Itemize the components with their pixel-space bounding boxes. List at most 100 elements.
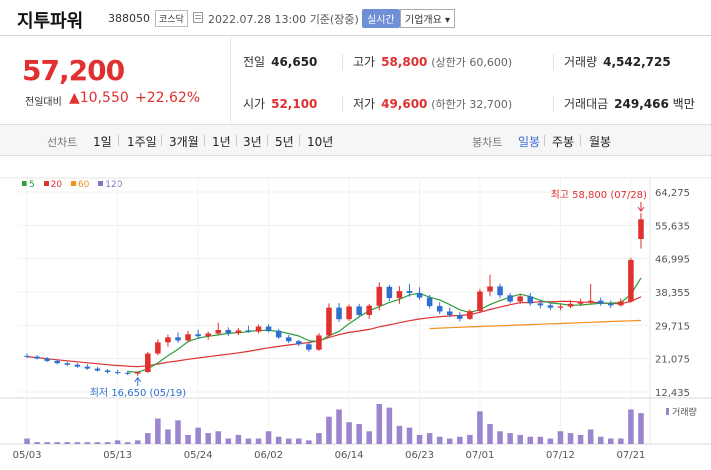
volume-bar (195, 427, 201, 444)
legend-label: 5 (29, 180, 35, 190)
y-tick-label: 46,995 (655, 255, 690, 266)
period-5y[interactable]: 5년 (275, 135, 294, 149)
candle-body (104, 370, 111, 373)
low-arrow-icon (134, 376, 142, 386)
divider (553, 96, 554, 112)
candle-body (527, 296, 534, 304)
volume-bar (296, 438, 302, 444)
volume-bar (426, 433, 433, 444)
candle-daily[interactable]: 일봉 (518, 135, 541, 149)
company-info-button[interactable]: 기업개요 ▾ (400, 9, 455, 28)
candle-body (265, 326, 272, 331)
candle-weekly[interactable]: 주봉 (552, 135, 575, 149)
volume-bar (265, 431, 272, 444)
volume-bar (567, 433, 574, 444)
candle-body (396, 291, 403, 298)
period-1d[interactable]: 1일 (93, 135, 112, 149)
stat-sub: (하한가 32,700) (431, 98, 513, 111)
volume-bar (145, 433, 151, 444)
period-1w[interactable]: 1주일 (127, 135, 157, 149)
candle-body (567, 303, 574, 307)
candlestick-chart[interactable]: 64,275 55,635 46,995 38,355 29,715 21,075 12,4… (0, 157, 711, 470)
candle-body (346, 306, 352, 320)
stat-label: 거래대금 (564, 97, 609, 111)
candle-body (406, 291, 413, 293)
period-1y[interactable]: 1년 (212, 135, 231, 149)
volume-bar (507, 433, 513, 444)
volume-bar (336, 409, 342, 444)
y-tick-label: 21,075 (655, 355, 690, 366)
candle-body (557, 306, 564, 308)
candle-body (537, 303, 544, 306)
market-badge: 코스닥 (155, 10, 188, 27)
volume-bar (527, 436, 534, 444)
volume-bar (366, 431, 372, 444)
candle-body (175, 337, 181, 341)
high-arrow-icon (637, 202, 645, 212)
legend-ma60: 60 (70, 180, 89, 190)
candle-body (74, 364, 81, 367)
volume-bar (175, 420, 181, 444)
period-10y[interactable]: 10년 (307, 135, 334, 149)
volume-bar (547, 438, 554, 444)
legend-label: 120 (105, 180, 123, 190)
calendar-icon (193, 12, 203, 23)
period-3y[interactable]: 3년 (243, 135, 262, 149)
volume-bar (537, 436, 544, 444)
stat-high: 고가 58,800 (상한가 60,600) (353, 53, 512, 70)
chart-legend: 5 20 60 120 (22, 180, 128, 190)
volume-bar (155, 418, 161, 444)
stat-value: 52,100 (271, 97, 318, 111)
candle-body (618, 301, 624, 306)
period-3m[interactable]: 3개월 (169, 135, 199, 149)
volume-bar (497, 431, 503, 444)
ma20-line (26, 296, 642, 368)
x-tick-label: 07/21 (616, 450, 645, 461)
candle-body (547, 305, 554, 308)
stat-label: 거래량 (564, 55, 598, 69)
stat-value: 58,800 (381, 55, 428, 69)
candle-body (275, 330, 282, 338)
volume-bar (597, 436, 604, 444)
volume-legend-swatch (666, 408, 669, 415)
divider (118, 135, 119, 146)
volume-bar (628, 409, 634, 444)
candle-body (235, 330, 242, 334)
realtime-badge[interactable]: 실시간 (362, 9, 400, 28)
volume-bar (477, 411, 483, 444)
x-tick-label: 05/13 (103, 450, 132, 461)
stat-value: 49,600 (381, 97, 428, 111)
volume-bar (416, 434, 423, 444)
y-tick-label: 29,715 (655, 321, 690, 332)
x-tick-label: 06/14 (335, 450, 364, 461)
volume-bar (24, 438, 30, 444)
volume-bar (577, 434, 584, 444)
volume-bar (376, 404, 383, 444)
volume-bar (205, 433, 211, 444)
stat-label: 저가 (353, 97, 376, 111)
volume-bar (94, 442, 101, 444)
candle-body (306, 344, 312, 350)
stat-open: 시가 52,100 (243, 95, 317, 112)
volume-bar (316, 433, 322, 444)
candle-body (356, 306, 362, 315)
candle-body (366, 305, 372, 315)
legend-swatch (70, 181, 76, 186)
volume-bar (306, 440, 312, 444)
volume-bar (587, 429, 594, 444)
candle-body (638, 219, 644, 239)
volume-bar (436, 436, 443, 444)
legend-swatch (43, 181, 49, 186)
candle-body (457, 314, 463, 319)
x-tick-label: 05/24 (184, 450, 213, 461)
candle-body (436, 306, 443, 312)
stat-label: 고가 (353, 55, 376, 69)
candle-monthly[interactable]: 월봉 (589, 135, 612, 149)
candle-body (255, 326, 262, 332)
candle-body (336, 307, 342, 320)
divider (342, 96, 343, 112)
candle-body (64, 363, 71, 365)
candle-body (446, 311, 453, 315)
stat-low: 저가 49,600 (하한가 32,700) (353, 95, 512, 112)
volume-bar (517, 434, 523, 444)
